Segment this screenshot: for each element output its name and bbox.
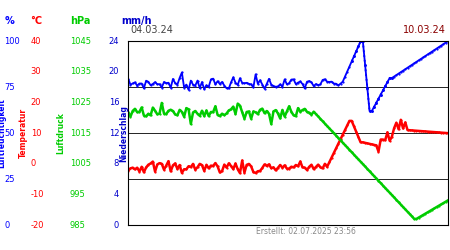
- Text: 25: 25: [4, 174, 15, 184]
- Text: Niederschlag: Niederschlag: [119, 105, 128, 162]
- Text: 1035: 1035: [70, 67, 91, 76]
- Text: -20: -20: [31, 220, 44, 230]
- Text: Erstellt: 02.07.2025 23:56: Erstellt: 02.07.2025 23:56: [256, 228, 356, 236]
- Text: %: %: [4, 16, 14, 26]
- Text: Luftfeuchtigkeit: Luftfeuchtigkeit: [0, 98, 6, 168]
- Text: 16: 16: [108, 98, 119, 107]
- Text: 1025: 1025: [70, 98, 91, 107]
- Text: 0: 0: [114, 220, 119, 230]
- Text: 40: 40: [31, 37, 41, 46]
- Text: 1045: 1045: [70, 37, 91, 46]
- Text: 985: 985: [70, 220, 86, 230]
- Text: mm/h: mm/h: [122, 16, 152, 26]
- Text: Luftdruck: Luftdruck: [56, 112, 65, 154]
- Text: 0: 0: [4, 220, 10, 230]
- Text: °C: °C: [31, 16, 43, 26]
- Text: 20: 20: [31, 98, 41, 107]
- Text: -10: -10: [31, 190, 44, 199]
- Text: 995: 995: [70, 190, 86, 199]
- Text: 50: 50: [4, 128, 15, 138]
- Text: 4: 4: [114, 190, 119, 199]
- Text: 20: 20: [109, 67, 119, 76]
- Text: 12: 12: [109, 128, 119, 138]
- Text: 10.03.24: 10.03.24: [403, 25, 446, 35]
- Text: 24: 24: [109, 37, 119, 46]
- Text: 1005: 1005: [70, 159, 91, 168]
- Text: 04.03.24: 04.03.24: [130, 25, 173, 35]
- Text: 8: 8: [114, 159, 119, 168]
- Text: 10: 10: [31, 128, 41, 138]
- Text: 30: 30: [31, 67, 41, 76]
- Text: 100: 100: [4, 37, 20, 46]
- Text: 75: 75: [4, 83, 15, 92]
- Text: Temperatur: Temperatur: [19, 108, 28, 158]
- Text: hPa: hPa: [70, 16, 90, 26]
- Text: 1015: 1015: [70, 128, 91, 138]
- Text: 0: 0: [31, 159, 36, 168]
